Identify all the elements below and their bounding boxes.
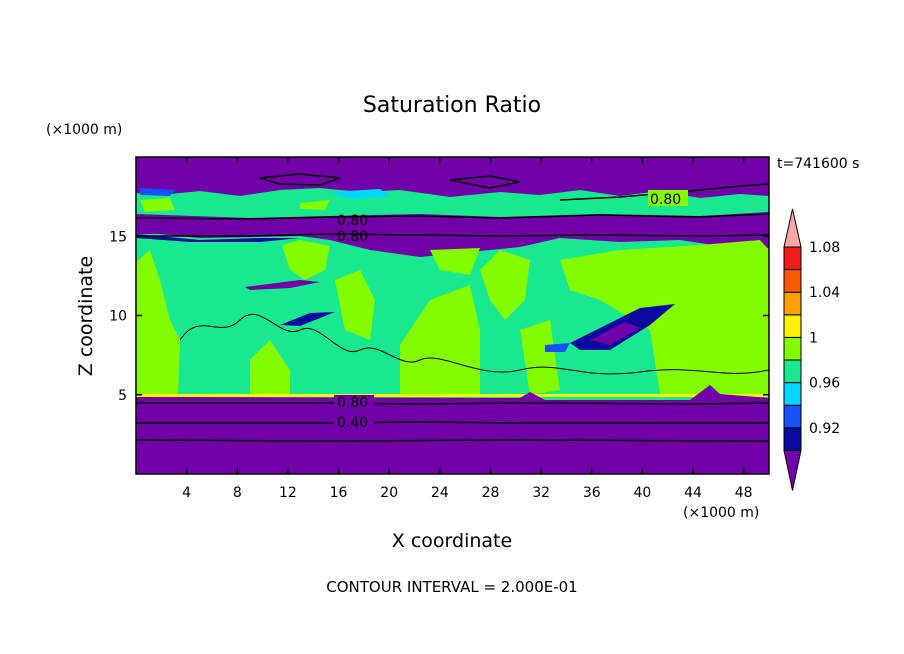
dry-streak xyxy=(245,280,320,290)
colorbar-swatch xyxy=(783,336,802,361)
saturated-band xyxy=(136,394,769,397)
colorbar-max-arrow xyxy=(783,208,802,248)
colorbar-swatch xyxy=(783,291,802,316)
cloud-region-d xyxy=(430,248,480,275)
dry-streak-core xyxy=(590,322,640,345)
x-tick-label: 40 xyxy=(633,485,651,501)
contour-line xyxy=(136,439,769,442)
cloud-region-west xyxy=(136,250,180,395)
x-tick-label: 16 xyxy=(330,485,348,501)
contour-line xyxy=(136,233,769,237)
contour-label: 0.80 xyxy=(650,192,681,208)
colorbar-swatch xyxy=(783,314,802,338)
contour-line xyxy=(449,175,521,189)
x-tick-label: 48 xyxy=(735,485,753,501)
contour-line xyxy=(136,213,769,220)
colorbar-swatch xyxy=(783,427,802,451)
dry-streak xyxy=(545,343,570,352)
upper-blue-patch xyxy=(140,188,175,196)
x-tick-label: 32 xyxy=(532,485,550,501)
y-tick-label: 5 xyxy=(118,388,127,404)
x-tick-label: 4 xyxy=(182,485,191,501)
colorbar-tick-label: 1.08 xyxy=(809,240,840,256)
colorbar-swatch xyxy=(783,359,802,384)
x-tick-label: 44 xyxy=(684,485,702,501)
contour-label-bg xyxy=(334,395,374,409)
colorbar-swatch xyxy=(783,382,802,406)
contour-label: 0.40 xyxy=(337,415,368,431)
mid-blue-edge xyxy=(136,234,300,242)
x-tick-label: 36 xyxy=(583,485,601,501)
cloud-region-h xyxy=(520,320,560,395)
x-tick-label: 24 xyxy=(431,485,449,501)
contour-line xyxy=(136,402,769,405)
cloud-region-c xyxy=(400,285,480,395)
colorbar-tick-label: 1.04 xyxy=(809,285,840,301)
upper-moist-green xyxy=(140,198,175,212)
y-axis-ticks: 5 10 15 xyxy=(109,229,769,404)
contour-label: 0.80 xyxy=(337,395,368,411)
colorbar-tick-label: 0.92 xyxy=(809,421,840,437)
footer-label: CONTOUR INTERVAL = 2.000E-01 xyxy=(326,578,577,596)
x-tick-label: 8 xyxy=(233,485,242,501)
cloud-region-g xyxy=(250,340,290,395)
colorbar-min-arrow xyxy=(783,449,802,491)
x-tick-label: 12 xyxy=(279,485,297,501)
contour-label-bg xyxy=(334,415,374,429)
x-tick-label: 28 xyxy=(482,485,500,501)
contour-label-bg xyxy=(648,190,688,206)
y-axis-label: Z coordinate xyxy=(75,256,97,376)
cloud-region-a xyxy=(282,240,330,280)
chart-title: Saturation Ratio xyxy=(363,93,541,118)
contour-line xyxy=(136,421,769,424)
colorbar-swatch xyxy=(783,404,802,429)
contour-line xyxy=(179,313,769,375)
colorbar-swatch xyxy=(783,246,802,271)
colorbar-swatch xyxy=(783,269,802,293)
lower-dry-region xyxy=(136,385,769,474)
x-unit-label: (×1000 m) xyxy=(683,505,759,521)
cloud-region-b xyxy=(335,270,375,340)
x-axis-label: X coordinate xyxy=(392,530,512,552)
contour-label: 0.80 xyxy=(337,229,368,245)
upper-dry-region xyxy=(136,157,769,198)
cloud-region-f xyxy=(560,240,769,395)
contour-label: 0.80 xyxy=(337,213,368,229)
contour-labels: 0.80 0.80 0.80 0.80 0.40 xyxy=(334,190,688,431)
dry-streak xyxy=(280,312,335,326)
colorbar: 0.92 0.96 1 1.04 1.08 xyxy=(783,208,840,491)
time-label: t=741600 s xyxy=(777,156,859,172)
upper-moist-green xyxy=(300,200,330,210)
y-tick-label: 15 xyxy=(109,229,127,245)
colorbar-tick-label: 0.96 xyxy=(809,376,840,392)
y-tick-label: 10 xyxy=(109,309,127,325)
plot-area: 0.80 0.80 0.80 0.80 0.40 xyxy=(136,157,769,474)
contour-line xyxy=(259,173,341,186)
cloud-region-e xyxy=(480,250,530,320)
x-axis-ticks: 4 8 12 16 20 24 28 32 36 40 44 48 xyxy=(182,157,753,501)
upper-blue-patch xyxy=(330,189,390,199)
mid-dry-band xyxy=(136,212,769,257)
y-unit-label: (×1000 m) xyxy=(46,122,122,138)
colorbar-tick-label: 1 xyxy=(809,330,818,346)
x-tick-label: 20 xyxy=(380,485,398,501)
